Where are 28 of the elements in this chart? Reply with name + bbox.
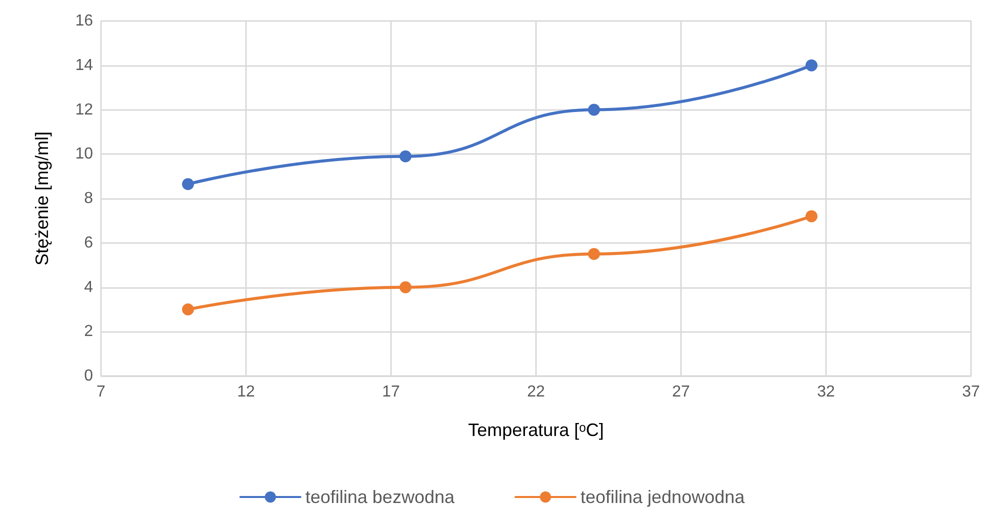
x-axis-title: Temperatura [ᵒC] [468,420,604,440]
point [588,248,600,260]
y-axis-title: Stężenie [mg/ml] [32,131,52,266]
legend-label: teofilina jednowodna [580,487,746,507]
y-tick-label: 14 [75,56,94,74]
y-tick-label: 10 [75,146,94,163]
point [400,150,412,162]
point [806,59,818,72]
x-tick-label: 12 [237,384,255,400]
point [588,104,600,116]
point [182,178,194,190]
y-tick-label: 6 [84,234,94,252]
x-tick-label: 22 [527,384,545,400]
point [182,303,194,316]
x-tick-label: 37 [962,384,980,400]
legend-label: teofilina bezwodna [305,487,456,507]
x-tick-label: 27 [672,384,690,400]
x-tick-label: 17 [382,384,400,400]
y-tick-label: 4 [84,278,94,296]
x-tick-label: 32 [817,384,835,400]
y-tick-label: 8 [84,190,94,207]
y-tick-label: 16 [75,12,94,30]
point [806,210,818,222]
x-tick-label: 7 [96,384,106,400]
y-tick-label: 0 [84,368,94,384]
y-tick-label: 2 [84,323,94,340]
y-tick-label: 12 [75,101,94,118]
point [400,281,412,294]
